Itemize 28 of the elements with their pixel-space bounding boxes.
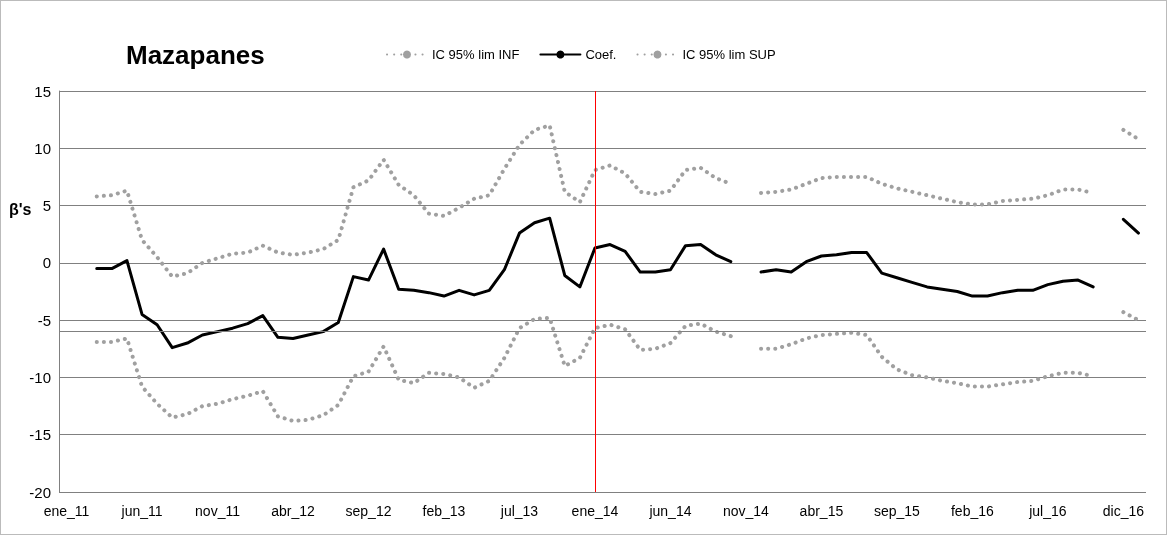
y-tick-label: 5 [42, 197, 51, 215]
x-tick-label: sep_12 [345, 503, 392, 519]
legend-label: IC 95% lim INF [432, 47, 520, 62]
x-tick-label: nov_14 [722, 503, 770, 519]
x-tick-label: jul_13 [499, 503, 539, 519]
legend-label: IC 95% lim SUP [682, 47, 776, 62]
y-tick-label: -10 [29, 368, 51, 386]
x-tick-label: jul_16 [1028, 503, 1067, 519]
y-tick-label: -15 [29, 426, 51, 444]
x-tick-label: dic_16 [1102, 503, 1145, 519]
chart-title: Mazapanes [126, 40, 265, 70]
x-tick-label: feb_16 [950, 503, 994, 519]
x-tick-label: sep_15 [873, 503, 921, 519]
y-axis-title: β's [9, 200, 32, 218]
x-tick-label: abr_15 [799, 503, 844, 519]
x-tick-label: jun_11 [120, 503, 163, 519]
x-tick-label: ene_14 [571, 503, 619, 519]
legend-label: Coef. [585, 47, 617, 62]
y-tick-label: 15 [34, 82, 51, 100]
y-tick-label: 10 [34, 139, 51, 157]
x-tick-label: ene_11 [43, 503, 90, 519]
x-tick-label: feb_13 [422, 503, 466, 519]
y-tick-label: 0 [42, 254, 51, 272]
x-tick-label: nov_11 [195, 503, 241, 519]
y-tick-label: -20 [29, 483, 51, 501]
x-tick-label: abr_12 [271, 503, 316, 519]
y-tick-label: -5 [37, 311, 51, 329]
x-tick-label: jun_14 [648, 503, 692, 519]
